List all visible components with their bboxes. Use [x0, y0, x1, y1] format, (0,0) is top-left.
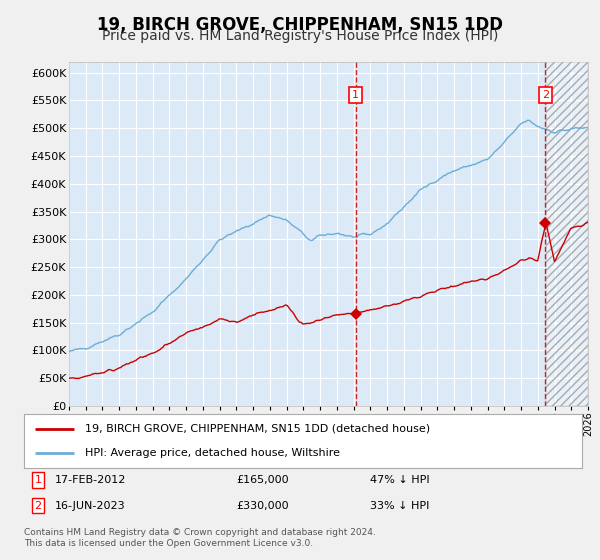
Text: 17-FEB-2012: 17-FEB-2012 [55, 475, 126, 485]
Text: 16-JUN-2023: 16-JUN-2023 [55, 501, 125, 511]
Text: Contains HM Land Registry data © Crown copyright and database right 2024.
This d: Contains HM Land Registry data © Crown c… [24, 528, 376, 548]
Text: 33% ↓ HPI: 33% ↓ HPI [370, 501, 430, 511]
Text: 2: 2 [34, 501, 41, 511]
Text: 2: 2 [542, 90, 549, 100]
Text: 1: 1 [352, 90, 359, 100]
Text: 19, BIRCH GROVE, CHIPPENHAM, SN15 1DD (detached house): 19, BIRCH GROVE, CHIPPENHAM, SN15 1DD (d… [85, 424, 431, 434]
Text: 19, BIRCH GROVE, CHIPPENHAM, SN15 1DD: 19, BIRCH GROVE, CHIPPENHAM, SN15 1DD [97, 16, 503, 34]
Text: HPI: Average price, detached house, Wiltshire: HPI: Average price, detached house, Wilt… [85, 448, 340, 458]
Text: 47% ↓ HPI: 47% ↓ HPI [370, 475, 430, 485]
Text: 1: 1 [34, 475, 41, 485]
Text: Price paid vs. HM Land Registry's House Price Index (HPI): Price paid vs. HM Land Registry's House … [102, 29, 498, 43]
Text: £330,000: £330,000 [236, 501, 289, 511]
Text: £165,000: £165,000 [236, 475, 289, 485]
